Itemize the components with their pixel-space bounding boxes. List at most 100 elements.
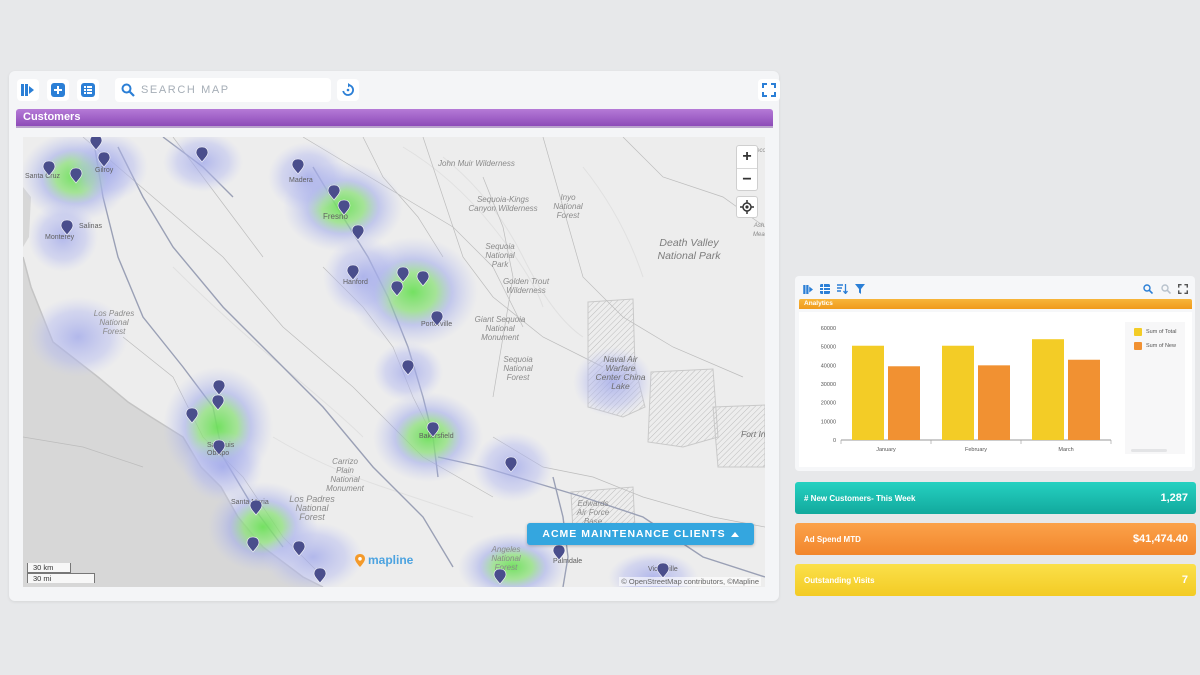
city-label: San Luis Obispo bbox=[207, 442, 235, 457]
y-tick-label: 60000 bbox=[821, 326, 836, 332]
region-label: Sequoia-Kings Canyon Wilderness bbox=[468, 195, 538, 213]
fullscreen-icon[interactable] bbox=[1176, 282, 1190, 296]
legend-item[interactable]: Sum of Total bbox=[1134, 328, 1185, 336]
y-tick-label: 30000 bbox=[821, 382, 836, 388]
city-label: Santa Cruz bbox=[25, 173, 61, 180]
y-tick-label: 20000 bbox=[821, 401, 836, 407]
map-attribution[interactable]: © OpenStreetMap contributors, ©Mapline bbox=[619, 577, 761, 586]
bar-sum-of-total bbox=[852, 345, 884, 440]
bar-sum-of-total bbox=[1032, 339, 1064, 440]
city-label: Victorville bbox=[648, 566, 678, 573]
region-label-large: Fort Irwin bbox=[741, 429, 765, 439]
legend-swatch bbox=[1134, 342, 1142, 350]
search-box bbox=[115, 78, 331, 102]
region-label: John Muir Wilderness bbox=[438, 159, 515, 168]
region-label-edge: Tecopa bbox=[753, 148, 765, 154]
panel-toggle-icon[interactable] bbox=[801, 282, 815, 296]
bar-sum-of-new bbox=[1068, 359, 1100, 440]
region-label: Edwards Air Force Base bbox=[576, 499, 610, 526]
fullscreen-icon[interactable] bbox=[758, 79, 780, 101]
city-label: Palmdale bbox=[553, 558, 583, 565]
kpi-outstanding-visits[interactable]: Outstanding Visits 7 bbox=[795, 564, 1196, 596]
filter-icon[interactable] bbox=[853, 282, 867, 296]
kpi-label: Ad Spend MTD bbox=[804, 534, 861, 544]
bar-sum-of-new bbox=[888, 366, 920, 440]
x-tick-label: March bbox=[1058, 447, 1073, 453]
region-label-edge: Ash Meadows bbox=[753, 223, 765, 238]
y-tick-label: 0 bbox=[833, 438, 836, 444]
map-basemap bbox=[23, 137, 765, 587]
scale-km: 30 km bbox=[27, 563, 71, 573]
region-label: Sequoia National Forest bbox=[503, 355, 533, 382]
zoom-in-icon[interactable] bbox=[1141, 282, 1155, 296]
locate-button[interactable] bbox=[736, 196, 758, 218]
analytics-title-bar[interactable]: Analytics bbox=[799, 299, 1192, 309]
table-icon[interactable] bbox=[818, 282, 832, 296]
region-label-large: Death Valley National Park bbox=[657, 237, 721, 262]
city-label: Salinas bbox=[79, 223, 102, 230]
kpi-value: $41,474.40 bbox=[1132, 533, 1188, 545]
search-icon bbox=[121, 83, 135, 97]
legend-swatch bbox=[1134, 328, 1142, 336]
layer-title-underline bbox=[16, 126, 773, 128]
analytics-chart: 0 10000 20000 30000 40000 50000 60000 January Fe… bbox=[799, 312, 1192, 467]
region-label: Sequoia National Park bbox=[485, 242, 515, 269]
map-canvas[interactable]: John Muir Wilderness Sequoia-Kings Canyo… bbox=[23, 137, 765, 587]
kpi-label: Outstanding Visits bbox=[804, 575, 875, 585]
y-tick-label: 50000 bbox=[821, 345, 836, 351]
legend-item[interactable]: Sum of New bbox=[1134, 342, 1185, 350]
map-toolbar bbox=[17, 77, 780, 103]
layer-legend-label: ACME MAINTENANCE CLIENTS bbox=[542, 528, 726, 540]
zoom-out-button[interactable]: − bbox=[737, 168, 757, 190]
mapline-logo: mapline bbox=[355, 552, 413, 568]
y-tick-label: 40000 bbox=[821, 363, 836, 369]
chart-legend: Sum of Total Sum of New bbox=[1125, 322, 1185, 454]
kpi-new-customers[interactable]: # New Customers- This Week 1,287 bbox=[795, 482, 1196, 514]
layer-title-bar[interactable]: Customers bbox=[16, 109, 773, 126]
refresh-icon[interactable] bbox=[337, 79, 359, 101]
bar-sum-of-total bbox=[942, 345, 974, 440]
x-tick-label: February bbox=[965, 447, 987, 453]
sort-icon[interactable] bbox=[835, 282, 849, 296]
city-label: Fresno bbox=[323, 212, 348, 221]
region-label: Los Padres National Forest bbox=[289, 494, 335, 522]
region-label: Inyo National Forest bbox=[553, 193, 583, 220]
city-label: Monterey bbox=[45, 234, 75, 241]
logo-text: mapline bbox=[368, 553, 414, 567]
layer-legend-button[interactable]: ACME MAINTENANCE CLIENTS bbox=[527, 523, 754, 545]
region-label: Los Padres National Forest bbox=[93, 309, 135, 336]
zoom-control: + − bbox=[736, 145, 758, 191]
kpi-label: # New Customers- This Week bbox=[804, 493, 916, 503]
heat-clusters bbox=[23, 137, 698, 587]
kpi-ad-spend[interactable]: Ad Spend MTD $41,474.40 bbox=[795, 523, 1196, 555]
crosshair-icon bbox=[740, 200, 754, 214]
region-label: Giant Sequoia National Monument bbox=[474, 315, 526, 342]
city-label: Madera bbox=[289, 177, 313, 184]
region-label: Carrizo Plain National Monument bbox=[326, 457, 364, 493]
add-icon[interactable] bbox=[47, 79, 69, 101]
kpi-value: 7 bbox=[1181, 574, 1188, 586]
panel-toggle-icon[interactable] bbox=[17, 79, 39, 101]
legend-label: Sum of Total bbox=[1146, 329, 1177, 335]
zoom-in-button[interactable]: + bbox=[742, 148, 752, 165]
caret-up-icon bbox=[730, 532, 739, 537]
analytics-panel: Analytics 0 10000 20000 30000 40000 50000 6000… bbox=[795, 276, 1195, 471]
zoom-out-icon[interactable] bbox=[1159, 282, 1173, 296]
list-icon[interactable] bbox=[77, 79, 99, 101]
x-tick-label: January bbox=[876, 447, 896, 453]
city-label: Santa Maria bbox=[231, 499, 269, 506]
bar-chart: 0 10000 20000 30000 40000 50000 60000 January Fe… bbox=[821, 326, 1112, 453]
city-label: Bakersfield bbox=[419, 433, 454, 440]
map-panel: Customers bbox=[9, 71, 780, 601]
kpi-value: 1,287 bbox=[1160, 492, 1188, 504]
city-label: Gilroy bbox=[95, 167, 114, 174]
y-tick-label: 10000 bbox=[821, 419, 836, 425]
legend-label: Sum of New bbox=[1146, 343, 1176, 349]
city-label: Porterville bbox=[421, 321, 453, 328]
map-pin-logo-icon bbox=[355, 553, 365, 567]
bar-sum-of-new bbox=[978, 365, 1010, 440]
search-input[interactable] bbox=[141, 84, 321, 96]
region-label-large: Naval Air Warfare Center China Lake bbox=[595, 354, 646, 391]
legend-scrollbar[interactable] bbox=[1131, 449, 1167, 452]
region-label: Golden Trout Wilderness bbox=[502, 277, 550, 295]
